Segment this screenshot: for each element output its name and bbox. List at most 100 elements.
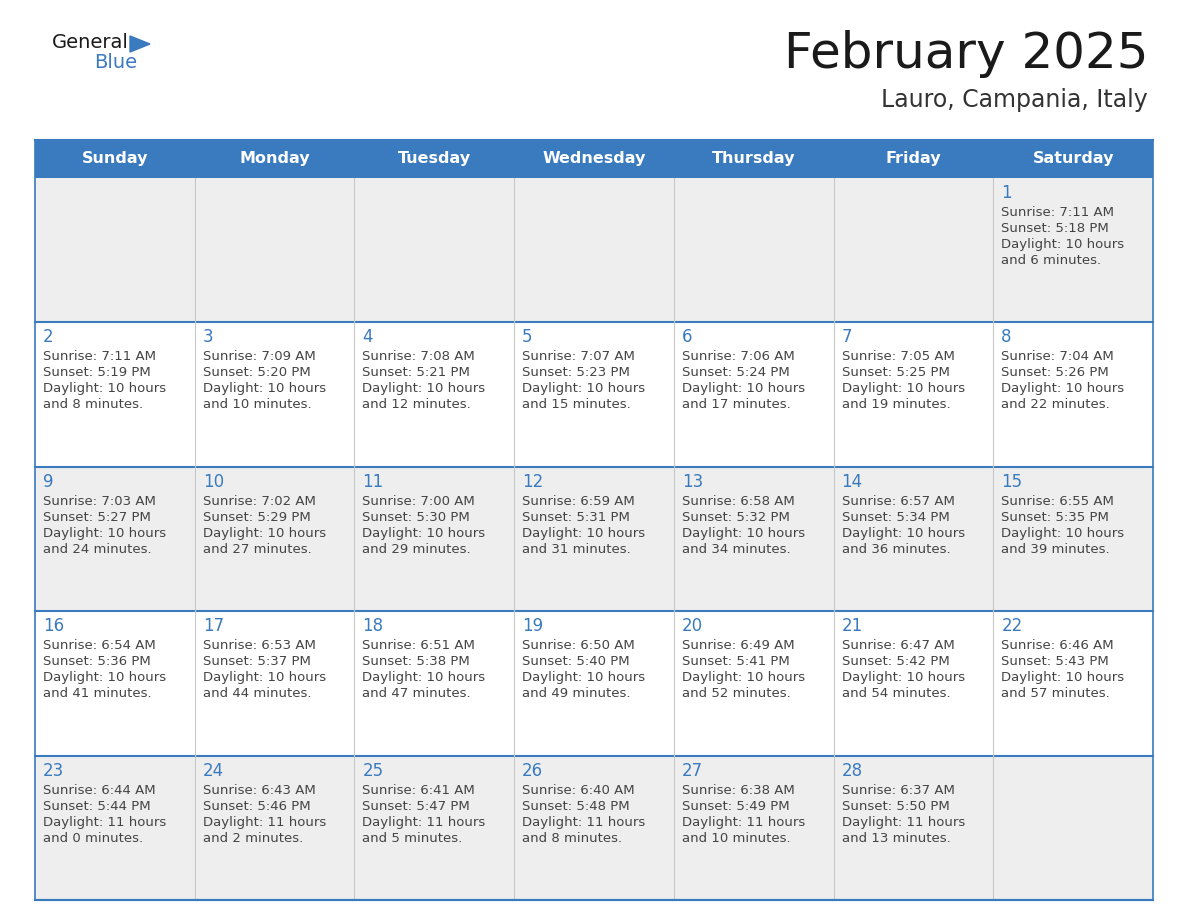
Text: Sunset: 5:36 PM: Sunset: 5:36 PM (43, 655, 151, 668)
Text: Sunset: 5:25 PM: Sunset: 5:25 PM (841, 366, 949, 379)
Text: 21: 21 (841, 617, 862, 635)
Text: 13: 13 (682, 473, 703, 491)
Text: and 47 minutes.: and 47 minutes. (362, 688, 472, 700)
Text: 1: 1 (1001, 184, 1012, 202)
Text: and 44 minutes.: and 44 minutes. (203, 688, 311, 700)
Text: Sunrise: 7:07 AM: Sunrise: 7:07 AM (523, 351, 636, 364)
Text: 7: 7 (841, 329, 852, 346)
Text: Daylight: 10 hours: Daylight: 10 hours (682, 671, 805, 684)
Text: and 54 minutes.: and 54 minutes. (841, 688, 950, 700)
Text: Daylight: 10 hours: Daylight: 10 hours (43, 527, 166, 540)
Text: and 6 minutes.: and 6 minutes. (1001, 254, 1101, 267)
Text: 10: 10 (203, 473, 223, 491)
Text: Sunrise: 7:11 AM: Sunrise: 7:11 AM (43, 351, 156, 364)
Text: Daylight: 11 hours: Daylight: 11 hours (43, 815, 166, 829)
Text: Sunset: 5:31 PM: Sunset: 5:31 PM (523, 510, 630, 524)
Text: Sunset: 5:20 PM: Sunset: 5:20 PM (203, 366, 310, 379)
Text: Sunset: 5:24 PM: Sunset: 5:24 PM (682, 366, 790, 379)
Text: and 10 minutes.: and 10 minutes. (203, 398, 311, 411)
Text: 14: 14 (841, 473, 862, 491)
Text: Daylight: 10 hours: Daylight: 10 hours (523, 671, 645, 684)
Text: and 15 minutes.: and 15 minutes. (523, 398, 631, 411)
Text: Sunrise: 6:55 AM: Sunrise: 6:55 AM (1001, 495, 1114, 508)
Text: 8: 8 (1001, 329, 1012, 346)
Text: Sunset: 5:49 PM: Sunset: 5:49 PM (682, 800, 790, 812)
Text: Daylight: 10 hours: Daylight: 10 hours (203, 671, 326, 684)
Text: Daylight: 10 hours: Daylight: 10 hours (523, 383, 645, 396)
Text: Daylight: 10 hours: Daylight: 10 hours (682, 383, 805, 396)
Text: and 41 minutes.: and 41 minutes. (43, 688, 152, 700)
Bar (34, 756, 1154, 900)
Text: Wednesday: Wednesday (542, 151, 646, 166)
Text: 18: 18 (362, 617, 384, 635)
Text: Sunset: 5:30 PM: Sunset: 5:30 PM (362, 510, 470, 524)
Text: Daylight: 10 hours: Daylight: 10 hours (841, 671, 965, 684)
Text: Sunset: 5:18 PM: Sunset: 5:18 PM (1001, 222, 1110, 235)
Text: 15: 15 (1001, 473, 1023, 491)
Text: 6: 6 (682, 329, 693, 346)
Bar (34, 611, 1154, 756)
Text: Sunset: 5:42 PM: Sunset: 5:42 PM (841, 655, 949, 668)
Text: 22: 22 (1001, 617, 1023, 635)
Text: Lauro, Campania, Italy: Lauro, Campania, Italy (881, 88, 1148, 112)
Text: Sunset: 5:38 PM: Sunset: 5:38 PM (362, 655, 470, 668)
Text: Sunrise: 6:37 AM: Sunrise: 6:37 AM (841, 784, 954, 797)
Text: Daylight: 10 hours: Daylight: 10 hours (1001, 527, 1124, 540)
Text: 2: 2 (43, 329, 53, 346)
Text: Sunset: 5:32 PM: Sunset: 5:32 PM (682, 510, 790, 524)
Text: Daylight: 11 hours: Daylight: 11 hours (362, 815, 486, 829)
Text: and 22 minutes.: and 22 minutes. (1001, 398, 1110, 411)
Text: Friday: Friday (885, 151, 941, 166)
Text: Sunrise: 6:54 AM: Sunrise: 6:54 AM (43, 639, 156, 652)
Text: Daylight: 10 hours: Daylight: 10 hours (1001, 238, 1124, 251)
Text: Saturday: Saturday (1032, 151, 1114, 166)
Text: Sunrise: 7:11 AM: Sunrise: 7:11 AM (1001, 206, 1114, 219)
Text: Daylight: 11 hours: Daylight: 11 hours (682, 815, 805, 829)
Text: Daylight: 10 hours: Daylight: 10 hours (682, 527, 805, 540)
Text: Daylight: 10 hours: Daylight: 10 hours (841, 383, 965, 396)
Text: 5: 5 (523, 329, 532, 346)
Text: and 29 minutes.: and 29 minutes. (362, 543, 472, 555)
Text: Sunrise: 7:08 AM: Sunrise: 7:08 AM (362, 351, 475, 364)
Text: Sunset: 5:26 PM: Sunset: 5:26 PM (1001, 366, 1110, 379)
Bar (34, 466, 1154, 611)
Text: 11: 11 (362, 473, 384, 491)
Text: and 5 minutes.: and 5 minutes. (362, 832, 462, 845)
Text: 25: 25 (362, 762, 384, 779)
Bar (34, 140, 1154, 178)
Text: and 13 minutes.: and 13 minutes. (841, 832, 950, 845)
Bar (34, 178, 1154, 322)
Text: Daylight: 11 hours: Daylight: 11 hours (841, 815, 965, 829)
Text: Thursday: Thursday (712, 151, 796, 166)
Text: Sunrise: 7:02 AM: Sunrise: 7:02 AM (203, 495, 316, 508)
Text: Sunrise: 6:57 AM: Sunrise: 6:57 AM (841, 495, 954, 508)
Text: Sunset: 5:47 PM: Sunset: 5:47 PM (362, 800, 470, 812)
Text: Sunrise: 6:43 AM: Sunrise: 6:43 AM (203, 784, 316, 797)
Text: Daylight: 10 hours: Daylight: 10 hours (43, 383, 166, 396)
Text: Sunset: 5:46 PM: Sunset: 5:46 PM (203, 800, 310, 812)
Text: 26: 26 (523, 762, 543, 779)
Text: and 2 minutes.: and 2 minutes. (203, 832, 303, 845)
Text: Sunrise: 6:40 AM: Sunrise: 6:40 AM (523, 784, 634, 797)
Text: Sunset: 5:50 PM: Sunset: 5:50 PM (841, 800, 949, 812)
Text: 19: 19 (523, 617, 543, 635)
Text: Daylight: 10 hours: Daylight: 10 hours (43, 671, 166, 684)
Text: Daylight: 11 hours: Daylight: 11 hours (523, 815, 645, 829)
Text: Sunrise: 7:05 AM: Sunrise: 7:05 AM (841, 351, 954, 364)
Text: and 57 minutes.: and 57 minutes. (1001, 688, 1110, 700)
Text: Tuesday: Tuesday (398, 151, 470, 166)
Text: Sunset: 5:43 PM: Sunset: 5:43 PM (1001, 655, 1110, 668)
Text: 20: 20 (682, 617, 703, 635)
Text: and 52 minutes.: and 52 minutes. (682, 688, 790, 700)
Text: Sunset: 5:21 PM: Sunset: 5:21 PM (362, 366, 470, 379)
Text: Sunrise: 6:38 AM: Sunrise: 6:38 AM (682, 784, 795, 797)
Text: and 0 minutes.: and 0 minutes. (43, 832, 143, 845)
Text: 4: 4 (362, 329, 373, 346)
Text: Daylight: 10 hours: Daylight: 10 hours (203, 383, 326, 396)
Text: Sunrise: 6:58 AM: Sunrise: 6:58 AM (682, 495, 795, 508)
Text: Sunrise: 6:41 AM: Sunrise: 6:41 AM (362, 784, 475, 797)
Text: and 19 minutes.: and 19 minutes. (841, 398, 950, 411)
Text: Sunset: 5:19 PM: Sunset: 5:19 PM (43, 366, 151, 379)
Text: Sunrise: 6:47 AM: Sunrise: 6:47 AM (841, 639, 954, 652)
Text: Daylight: 10 hours: Daylight: 10 hours (362, 383, 486, 396)
